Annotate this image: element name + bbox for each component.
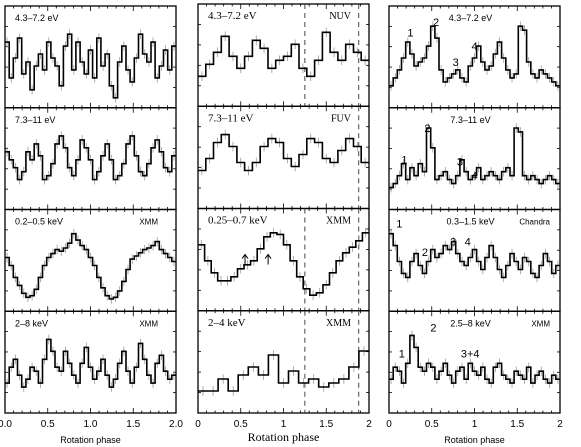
light-curve <box>5 33 176 99</box>
panel-energy-label: 7.3–11 eV <box>208 112 253 124</box>
panel-energy-label: 2–8 keV <box>15 318 48 328</box>
panel-instrument-label: XMM <box>139 319 158 328</box>
panel-energy-label: 4.3–7.2 eV <box>15 13 59 23</box>
x-axis-label: Rotation phase <box>444 435 505 445</box>
panel-energy-label: 2.5–8 keV <box>450 318 491 328</box>
x-axis-label: Rotation phase <box>60 435 121 445</box>
x-tick-label: 0.5 <box>234 419 248 430</box>
x-tick-label: 1.0 <box>84 419 98 430</box>
light-curve <box>5 338 176 388</box>
x-tick-label: 2 <box>366 419 372 430</box>
arrow-annotation <box>241 253 249 265</box>
x-tick-label: 0 <box>386 419 392 430</box>
peak-label: 4 <box>471 171 477 183</box>
x-tick-label: 1 <box>472 419 478 430</box>
x-tick-label: 1.5 <box>510 419 524 430</box>
panel-energy-label: 7.3–11 eV <box>450 115 490 125</box>
x-tick-label: 2 <box>557 419 563 430</box>
x-tick-label: 0.0 <box>0 419 12 430</box>
arrow-annotation <box>264 253 272 265</box>
peak-label: 2 <box>433 17 439 29</box>
light-curve <box>5 135 176 181</box>
light-curve <box>389 127 560 189</box>
x-tick-label: 0.5 <box>425 419 439 430</box>
x-tick-label: 0.5 <box>41 419 55 430</box>
peak-label: 1 <box>396 218 402 230</box>
panel-energy-label: 0.3–1.5 keV <box>446 217 494 227</box>
peak-label: 3 <box>457 156 463 168</box>
light-curve <box>389 232 560 279</box>
panel-instrument-label: XMM <box>531 319 550 328</box>
x-tick-label: 1.5 <box>319 419 333 430</box>
panel-energy-label: 4.3–7.2 eV <box>449 13 493 23</box>
x-axis-label: Rotation phase <box>248 430 320 444</box>
light-curve <box>198 350 369 392</box>
peak-label: 4 <box>465 237 471 249</box>
peak-label: 1 <box>399 349 405 361</box>
light-curve <box>389 25 560 87</box>
peak-label: 1 <box>407 28 413 40</box>
peak-label: 2 <box>424 123 430 135</box>
peak-label: 2 <box>430 322 436 334</box>
panel-instrument-label: XMM <box>326 318 351 329</box>
panel-instrument-label: FUV <box>331 113 352 124</box>
peak-label: 3 <box>450 237 456 249</box>
light-curve <box>389 334 560 384</box>
x-tick-label: 1 <box>281 419 287 430</box>
peak-label: 2 <box>422 247 428 259</box>
x-tick-label: 1.5 <box>126 419 140 430</box>
x-tick-label: 0 <box>195 419 201 430</box>
panel-instrument-label: XMM <box>139 218 158 227</box>
x-tick-label: 2.0 <box>169 419 183 430</box>
panel-instrument-label: NUV <box>329 11 351 22</box>
peak-label: 4 <box>471 41 477 53</box>
light-curve <box>198 232 369 296</box>
panel-energy-label: 7.3–11 eV <box>15 115 55 125</box>
peak-label: 3 <box>453 57 459 69</box>
peak-label: 3+4 <box>461 349 480 361</box>
panel-instrument-label: XMM <box>326 216 351 227</box>
panel-instrument-label: Chandra <box>519 218 550 227</box>
panel-energy-label: 4.3–7.2 eV <box>208 10 257 22</box>
light-curve <box>198 133 369 172</box>
panel-energy-label: 0.2–0.5 keV <box>15 217 63 227</box>
peak-label: 1 <box>401 155 407 167</box>
panel-energy-label: 2–4 keV <box>208 317 246 329</box>
light-curve <box>198 31 369 78</box>
panel-energy-label: 0.25–0.7 keV <box>208 215 268 227</box>
light-curve <box>5 232 176 300</box>
